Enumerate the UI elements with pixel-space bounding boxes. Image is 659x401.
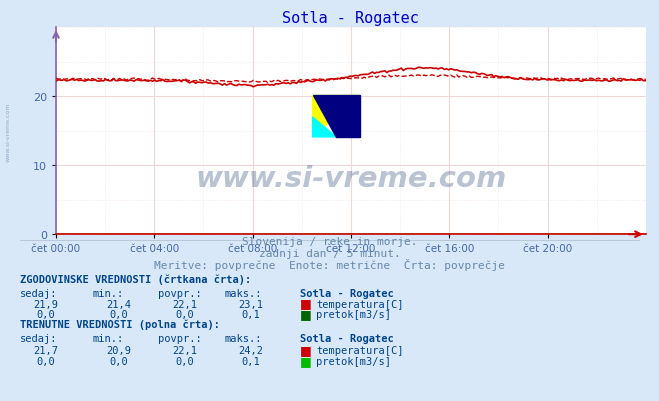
Text: ZGODOVINSKE VREDNOSTI (črtkana črta):: ZGODOVINSKE VREDNOSTI (črtkana črta): xyxy=(20,274,251,285)
Text: Meritve: povprečne  Enote: metrične  Črta: povprečje: Meritve: povprečne Enote: metrične Črta:… xyxy=(154,259,505,271)
Text: ■: ■ xyxy=(300,297,312,310)
Text: 22,1: 22,1 xyxy=(172,299,197,309)
Text: 21,7: 21,7 xyxy=(34,345,59,355)
Text: 0,0: 0,0 xyxy=(175,309,194,319)
Text: TRENUTNE VREDNOSTI (polna črta):: TRENUTNE VREDNOSTI (polna črta): xyxy=(20,319,219,330)
Text: Sotla - Rogatec: Sotla - Rogatec xyxy=(300,333,393,343)
Text: 0,0: 0,0 xyxy=(37,356,55,366)
Text: ■: ■ xyxy=(300,354,312,367)
Text: 21,4: 21,4 xyxy=(106,299,131,309)
Text: sedaj:: sedaj: xyxy=(20,333,57,343)
Text: 0,0: 0,0 xyxy=(175,356,194,366)
Title: Sotla - Rogatec: Sotla - Rogatec xyxy=(283,10,419,26)
Text: temperatura[C]: temperatura[C] xyxy=(316,345,404,355)
Polygon shape xyxy=(312,96,360,138)
Text: zadnji dan / 5 minut.: zadnji dan / 5 minut. xyxy=(258,249,401,259)
Text: maks.:: maks.: xyxy=(224,333,262,343)
Polygon shape xyxy=(312,118,336,138)
Text: 0,0: 0,0 xyxy=(37,309,55,319)
Text: 0,0: 0,0 xyxy=(109,356,128,366)
Text: www.si-vreme.com: www.si-vreme.com xyxy=(195,165,507,193)
Text: ■: ■ xyxy=(300,343,312,356)
Text: povpr.:: povpr.: xyxy=(158,288,202,298)
Text: pretok[m3/s]: pretok[m3/s] xyxy=(316,356,391,366)
Polygon shape xyxy=(312,96,360,138)
Text: ■: ■ xyxy=(300,307,312,320)
Text: sedaj:: sedaj: xyxy=(20,288,57,298)
Text: povpr.:: povpr.: xyxy=(158,333,202,343)
Text: 0,0: 0,0 xyxy=(109,309,128,319)
Text: temperatura[C]: temperatura[C] xyxy=(316,299,404,309)
Text: Sotla - Rogatec: Sotla - Rogatec xyxy=(300,288,393,298)
Text: pretok[m3/s]: pretok[m3/s] xyxy=(316,309,391,319)
Text: min.:: min.: xyxy=(92,333,123,343)
Text: 23,1: 23,1 xyxy=(238,299,263,309)
Text: Slovenija / reke in morje.: Slovenija / reke in morje. xyxy=(242,237,417,247)
Text: 24,2: 24,2 xyxy=(238,345,263,355)
Text: maks.:: maks.: xyxy=(224,288,262,298)
Text: 0,1: 0,1 xyxy=(241,309,260,319)
Text: 21,9: 21,9 xyxy=(34,299,59,309)
Text: 20,9: 20,9 xyxy=(106,345,131,355)
Text: 0,1: 0,1 xyxy=(241,356,260,366)
Text: min.:: min.: xyxy=(92,288,123,298)
Text: www.si-vreme.com: www.si-vreme.com xyxy=(5,103,11,162)
Text: 22,1: 22,1 xyxy=(172,345,197,355)
